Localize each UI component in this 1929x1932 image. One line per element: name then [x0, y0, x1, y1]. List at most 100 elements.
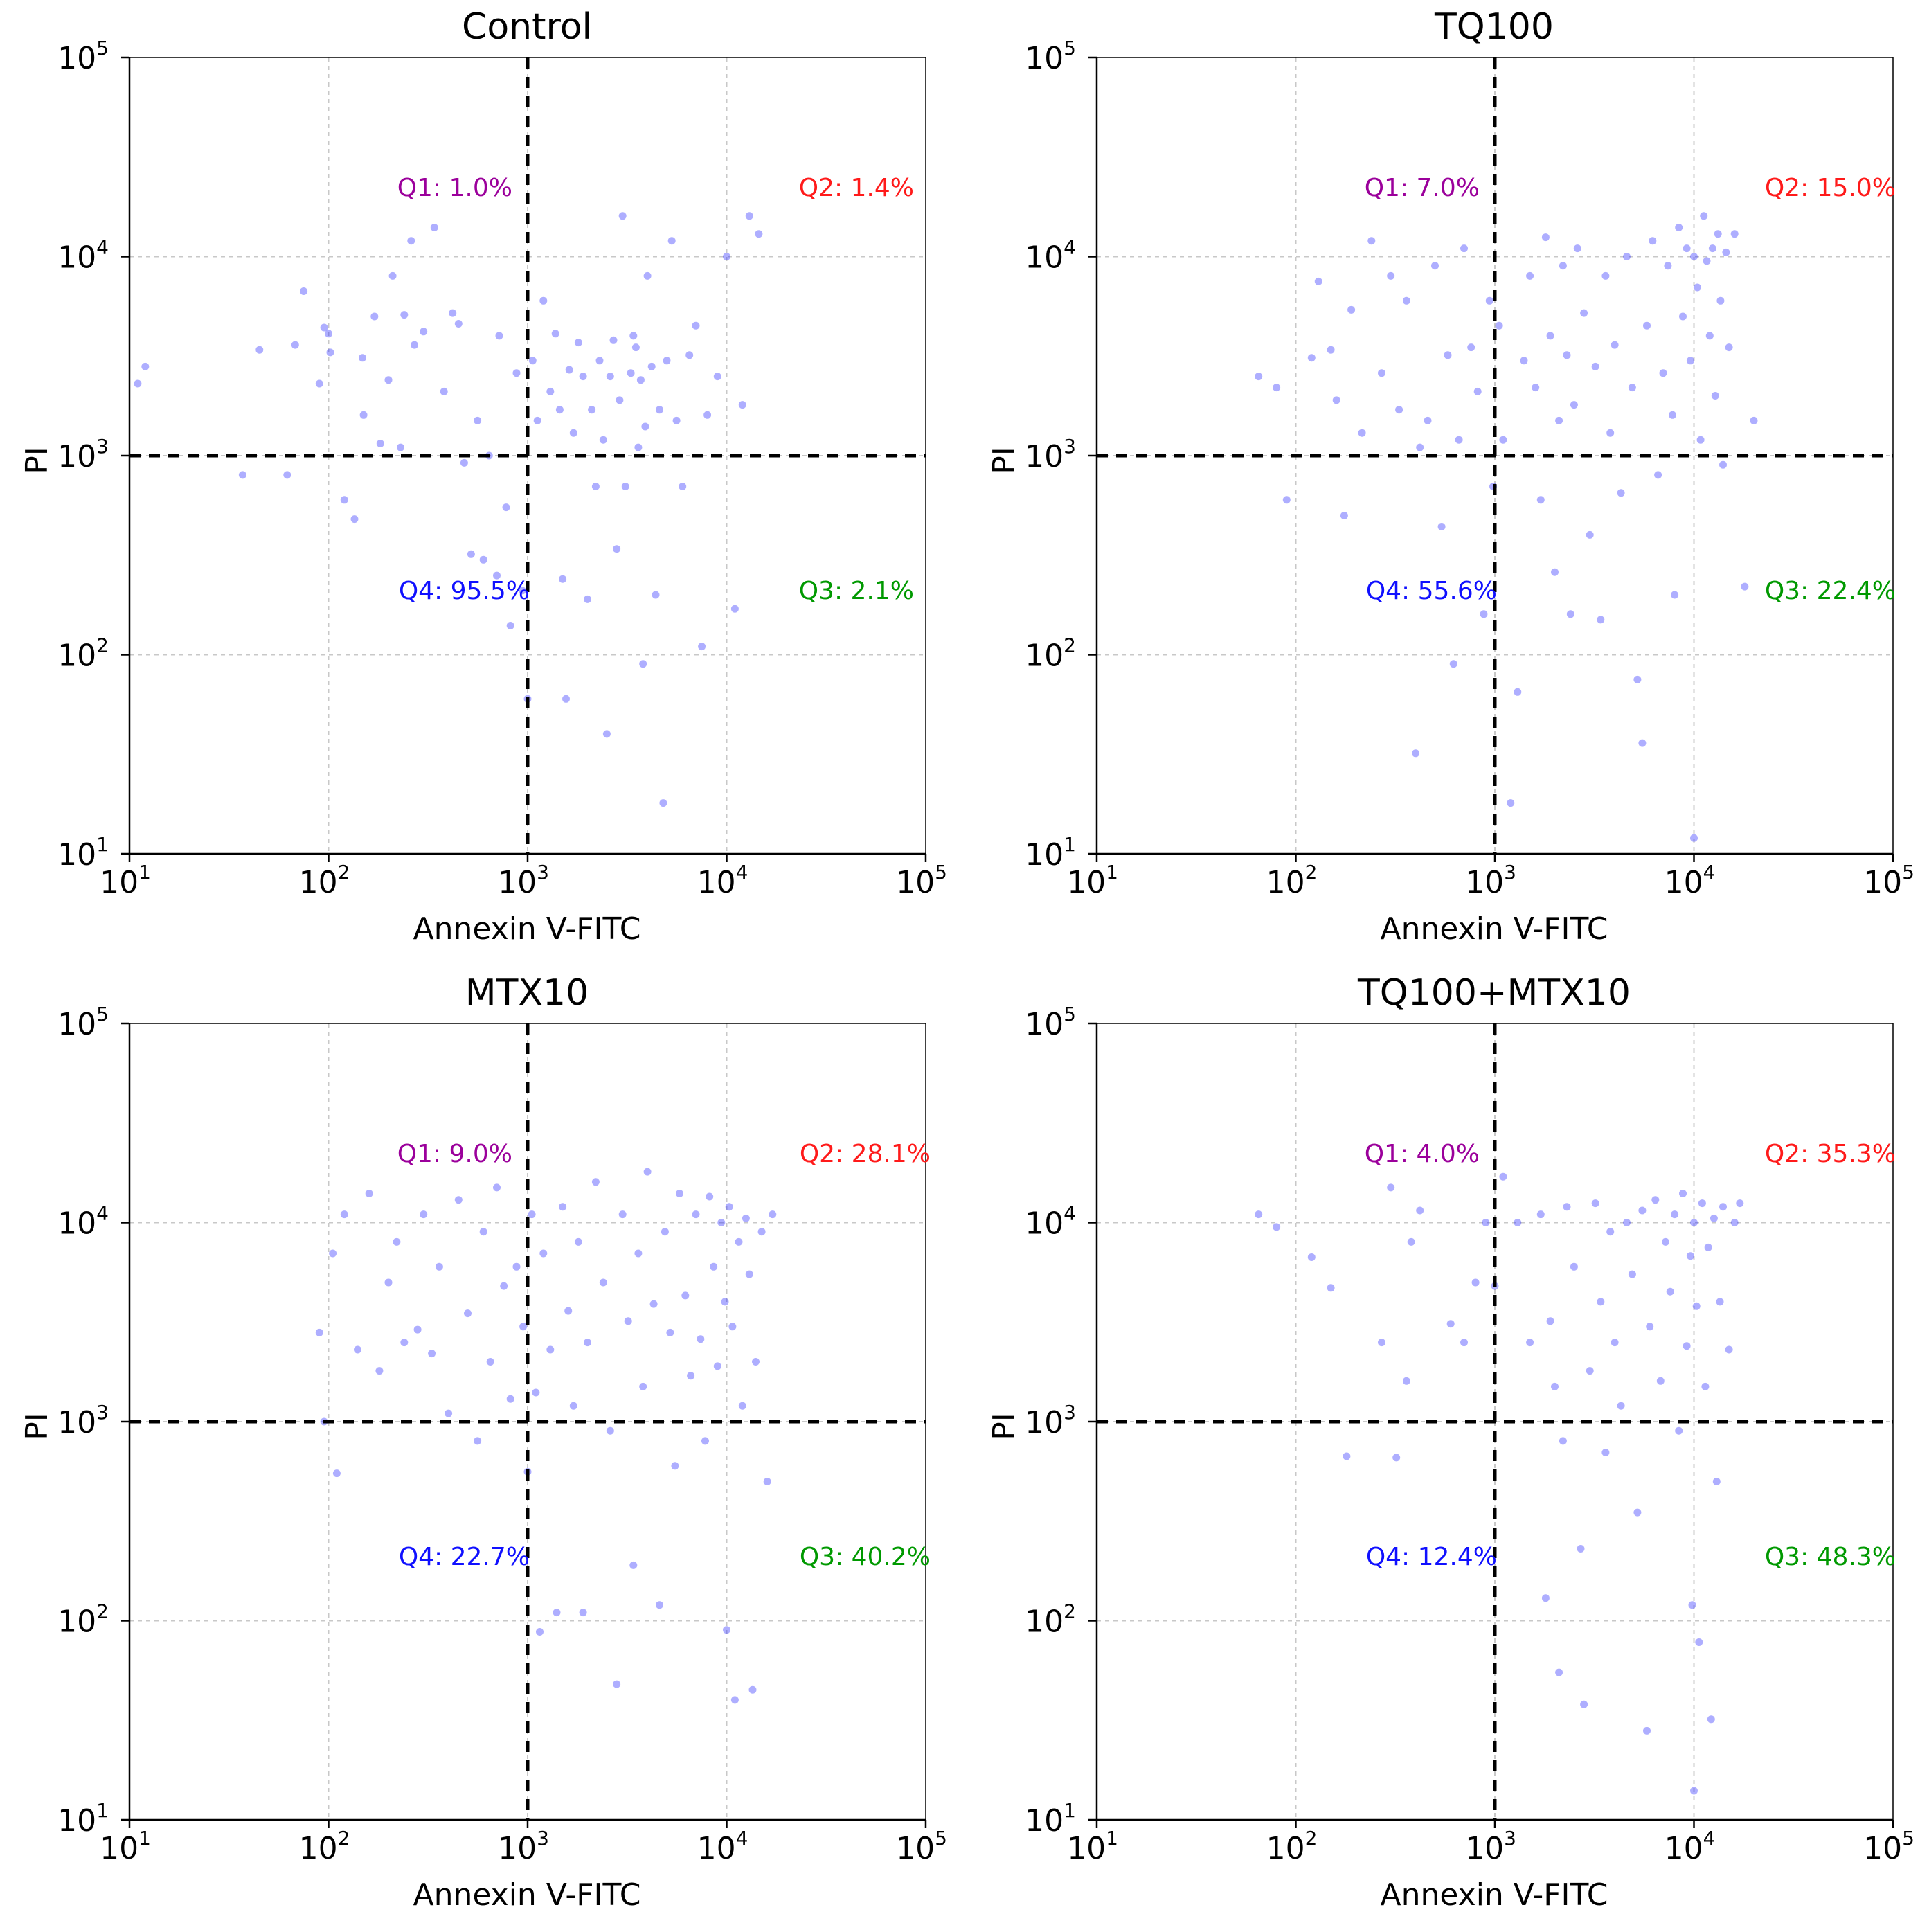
data-point: [588, 406, 596, 414]
panel-tq100: 101 102 103 104 105 101 102 103 104 105 TQ100 Q1:…: [987, 6, 1914, 947]
quadrant-q2-label: Q2: 1.4%: [799, 174, 914, 202]
data-point: [407, 237, 415, 245]
data-point: [532, 1388, 540, 1397]
data-point: [676, 1190, 683, 1197]
data-point: [1719, 460, 1727, 469]
data-point: [1646, 1323, 1654, 1331]
data-point: [1586, 530, 1594, 539]
data-point: [1730, 230, 1739, 238]
data-point: [134, 379, 142, 388]
panel-title: MTX10: [465, 972, 589, 1014]
data-point: [1671, 591, 1679, 599]
data-point: [1591, 362, 1599, 370]
data-point: [486, 1358, 494, 1366]
data-point: [291, 341, 299, 349]
y-tick-label: 101: [1025, 833, 1076, 873]
data-point: [1686, 1252, 1694, 1260]
data-point: [1638, 739, 1647, 747]
data-point: [1712, 1478, 1721, 1485]
data-point: [769, 1210, 777, 1219]
data-point: [616, 396, 624, 404]
data-point: [546, 1345, 555, 1354]
data-point: [1716, 1298, 1724, 1306]
data-point: [1482, 1219, 1490, 1226]
x-axis-label: Annexin V-FITC: [1380, 911, 1608, 947]
data-point: [1402, 296, 1410, 305]
x-tick-label: 105: [1863, 1827, 1914, 1866]
data-point: [1692, 1302, 1701, 1310]
y-tick-label: 104: [1025, 236, 1076, 276]
data-point: [359, 411, 368, 419]
x-tick-label: 103: [498, 861, 549, 900]
data-point: [502, 503, 510, 512]
data-point: [365, 1190, 373, 1197]
data-point: [1437, 523, 1446, 530]
data-point: [1679, 1190, 1687, 1197]
quadrant-q1-label: Q1: 4.0%: [1365, 1140, 1480, 1168]
data-point: [618, 1210, 627, 1219]
data-point: [745, 212, 753, 220]
x-tick-label: 105: [896, 1827, 947, 1866]
data-point: [1736, 1199, 1744, 1208]
x-tick-label: 101: [100, 1827, 151, 1866]
data-point: [681, 1291, 690, 1300]
data-point: [325, 330, 332, 338]
data-point: [1499, 436, 1507, 444]
data-point: [435, 1262, 443, 1271]
data-point: [1617, 1402, 1625, 1410]
data-point: [1563, 351, 1571, 359]
data-point: [1628, 1270, 1636, 1278]
data-point: [1347, 305, 1356, 314]
data-point: [579, 373, 587, 381]
data-point: [1307, 1253, 1316, 1261]
data-point: [1711, 392, 1719, 400]
data-point: [1719, 1203, 1727, 1211]
data-point: [479, 1228, 487, 1236]
data-point: [584, 1339, 591, 1347]
data-point: [697, 1335, 705, 1343]
data-point: [1656, 1377, 1665, 1385]
data-point: [1455, 436, 1463, 444]
scatter-points: [1255, 1172, 1744, 1795]
quadrant-q4-label: Q4: 95.5%: [399, 577, 530, 605]
data-point: [621, 483, 629, 490]
y-tick-label: 104: [57, 1202, 109, 1242]
data-point: [1449, 660, 1457, 668]
data-point: [671, 1462, 679, 1470]
data-point: [1707, 1715, 1715, 1724]
scatter-points: [1255, 212, 1758, 842]
data-point: [1683, 1342, 1691, 1350]
x-tick-label: 104: [697, 1827, 748, 1866]
data-point: [1591, 1199, 1599, 1208]
data-point: [1651, 1196, 1660, 1204]
data-point: [1690, 253, 1698, 260]
data-point: [641, 422, 649, 431]
x-tick-label: 103: [1465, 861, 1516, 900]
data-point: [639, 660, 647, 668]
data-point: [692, 1210, 700, 1219]
data-point: [512, 369, 521, 377]
data-point: [1378, 369, 1385, 377]
data-point: [375, 1367, 384, 1375]
data-point: [467, 550, 475, 558]
data-point: [1471, 1278, 1480, 1287]
data-point: [574, 339, 582, 347]
data-point: [1675, 224, 1683, 231]
data-point: [1566, 610, 1574, 618]
y-tick-label: 102: [57, 1600, 109, 1640]
data-point: [663, 357, 671, 365]
quadrant-q3-label: Q3: 48.3%: [1765, 1543, 1896, 1571]
x-axis-label: Annexin V-FITC: [413, 1877, 640, 1913]
data-point: [1643, 321, 1651, 330]
data-point: [1741, 582, 1749, 591]
data-point: [1573, 244, 1581, 253]
data-point: [1387, 1183, 1395, 1192]
y-tick-label: 102: [57, 634, 109, 674]
data-point: [584, 595, 591, 603]
panel-tq100-mtx10: 101 102 103 104 105 101 102 103 104 105 TQ100+MTX…: [987, 972, 1914, 1913]
data-point: [440, 387, 448, 395]
y-tick-label: 104: [57, 236, 109, 276]
data-point: [730, 1696, 739, 1704]
data-point: [1526, 271, 1534, 280]
